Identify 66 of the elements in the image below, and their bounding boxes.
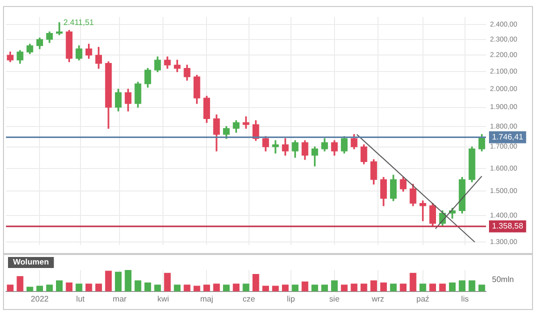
bar [16,276,24,292]
bar [76,284,82,292]
bar [144,282,152,292]
bar [400,284,407,292]
bar [242,284,250,292]
bar [429,284,436,292]
bar [360,284,368,292]
bar [410,272,416,292]
bar [282,284,289,292]
x-tick-label: lut [76,294,86,304]
bar [6,284,14,292]
bar [66,282,72,292]
bar [56,280,63,292]
bar [154,284,161,292]
bar [232,284,240,292]
x-tick-label: lip [286,294,296,304]
bar [203,284,210,292]
bar [85,284,92,292]
bar [302,281,308,292]
bar [439,284,446,292]
bar [184,284,190,292]
bar [390,284,397,292]
bar [164,272,171,292]
bar [36,286,44,292]
x-tick-label: paź [416,294,430,304]
bar [272,286,279,292]
annotation: 2.411,51 [63,18,94,27]
bar [262,286,269,292]
candlestick [272,140,279,154]
bar [134,280,142,292]
bar [174,284,181,292]
bar [448,282,456,292]
x-tick-label: cze [242,294,256,304]
bar [292,284,298,292]
bar [380,282,387,292]
bar [114,272,122,292]
candlestick [242,116,250,129]
x-tick-label: kwi [157,294,170,304]
ref-line-label: 1.358,58 [492,222,524,231]
bar [213,284,220,292]
x-tick-label: wrz [370,294,384,304]
x-tick-label: maj [200,294,214,304]
bar [95,284,102,292]
bar [420,284,426,292]
bar [46,284,53,292]
bar [370,280,378,292]
bar [311,284,318,292]
bar [252,274,260,292]
bar [105,270,112,292]
x-tick-label: mar [112,294,127,304]
chart-title: Wolumen [13,258,49,267]
bar [350,284,358,292]
bar [331,280,338,292]
bar [124,270,132,292]
bar [321,284,328,292]
bar [340,284,348,292]
text: 50mln [492,274,514,284]
bar [194,286,200,292]
x-tick-label: lis [461,294,469,304]
bar [223,284,230,292]
x-tick-label: 2022 [30,294,50,304]
ref-line-label: 1.746,41 [492,132,524,142]
bar [468,280,476,292]
bar [478,284,486,292]
bar [458,280,466,292]
x-tick-label: sie [329,294,340,304]
